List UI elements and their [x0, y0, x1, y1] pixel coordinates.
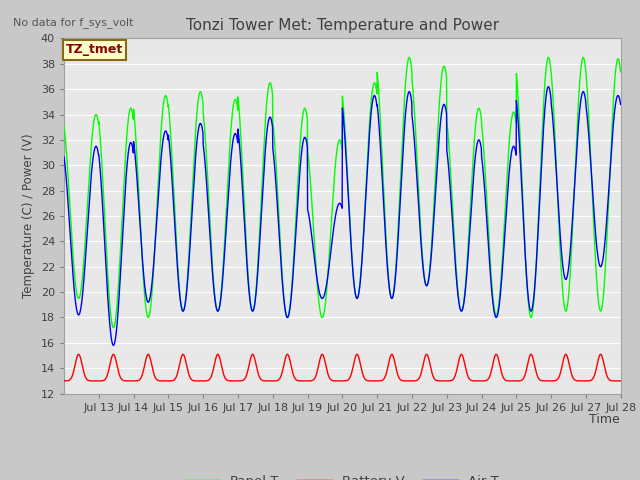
Title: Tonzi Tower Met: Temperature and Power: Tonzi Tower Met: Temperature and Power: [186, 18, 499, 33]
Legend: Panel T, Battery V, Air T: Panel T, Battery V, Air T: [181, 470, 504, 480]
X-axis label: Time: Time: [589, 413, 620, 426]
Text: No data for f_sys_volt: No data for f_sys_volt: [13, 17, 133, 28]
Y-axis label: Temperature (C) / Power (V): Temperature (C) / Power (V): [22, 134, 35, 298]
Text: TZ_tmet: TZ_tmet: [66, 44, 123, 57]
